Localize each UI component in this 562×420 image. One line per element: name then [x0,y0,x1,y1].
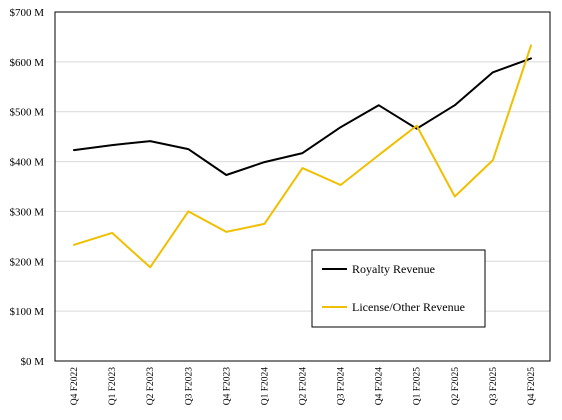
y-axis-tick-labels: $0 M $100 M $200 M $300 M $400 M $500 M $600 M… [9,7,44,368]
x-tick-label: Q2 F2023 [146,367,156,406]
x-tick-label: Q4 F2022 [70,367,80,406]
x-tick-label: Q4 F2024 [375,367,385,406]
x-tick-label: Q3 F2024 [337,367,347,406]
y-tick-label: $400 M [9,157,44,169]
x-tick-label: Q2 F2025 [451,367,461,406]
x-tick-label: Q3 F2023 [184,367,194,406]
x-tick-label: Q4 F2023 [222,367,232,406]
y-tick-label: $200 M [9,256,44,268]
x-tick-label: Q2 F2024 [299,367,309,406]
x-tick-label: Q1 F2023 [108,367,118,406]
y-tick-label: $600 M [9,57,44,69]
x-tick-label: Q1 F2024 [260,367,270,406]
series-lines [73,44,532,269]
legend-box [311,249,486,328]
x-tick-label: Q1 F2025 [413,367,423,406]
x-tick-label: Q4 F2025 [527,367,537,406]
y-tick-label: $0 M [20,356,44,368]
y-tick-label: $500 M [9,107,44,119]
x-axis-tick-labels: Q4 F2022 Q1 F2023 Q2 F2023 Q3 F2023 Q4 F2023… [70,367,537,406]
x-tick-label: Q3 F2025 [489,367,499,406]
legend-label-license: License/Other Revenue [352,300,465,314]
plot-area-border [54,11,551,362]
legend: Royalty Revenue License/Other Revenue [311,249,486,328]
y-tick-label: $700 M [9,7,44,19]
y-tick-label: $100 M [9,306,44,318]
y-tick-label: $300 M [9,206,44,218]
legend-label-royalty: Royalty Revenue [352,262,435,276]
series-line-license-other [73,44,532,269]
series-line-royalty [73,57,532,176]
